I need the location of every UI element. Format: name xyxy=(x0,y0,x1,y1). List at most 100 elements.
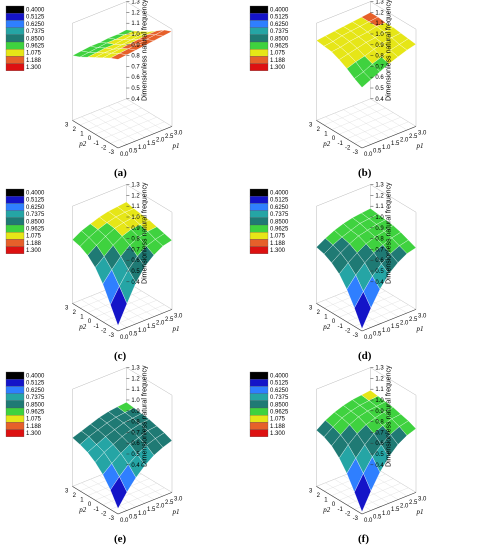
y-tick-label: -2 xyxy=(101,145,107,151)
y-axis-title: p2 xyxy=(322,506,331,514)
surface-plot: 0.4 0.5 0.6 0.7 0.8 0.9 1.0 1.1 1.2 1.3 Dimensionl… xyxy=(249,0,427,158)
legend-label: 0.6250 xyxy=(270,22,289,28)
surface-panel: 0.4 0.5 0.6 0.7 0.8 0.9 1.0 1.1 1.2 1.3 Dimensionl… xyxy=(244,0,488,183)
y-tick-label: 3 xyxy=(65,488,69,494)
legend-label: 0.6250 xyxy=(26,388,45,394)
z-tick-label: 0.5 xyxy=(375,269,384,275)
legend-label: 1.075 xyxy=(270,417,286,423)
x-tick-label: 3.0 xyxy=(418,496,427,502)
legend-label: 0.8500 xyxy=(26,402,45,408)
x-tick-label: 2.5 xyxy=(409,134,418,140)
z-axis-title: Dimensionless natural frequency xyxy=(141,0,148,101)
z-tick-label: 1.1 xyxy=(131,21,140,27)
legend-swatch xyxy=(249,239,269,247)
legend-swatch xyxy=(249,224,269,233)
legend-label: 1.300 xyxy=(270,65,286,71)
y-tick-label: 2 xyxy=(73,493,77,499)
y-tick-label: 3 xyxy=(65,122,69,128)
surface-plot: 0.4 0.5 0.6 0.7 0.8 0.9 1.0 1.1 1.2 1.3 Dimensionl… xyxy=(5,182,183,341)
y-tick-label: -3 xyxy=(109,150,115,156)
legend-swatch xyxy=(5,224,25,233)
y-tick-label: 0 xyxy=(332,136,336,142)
legend-swatch xyxy=(249,422,269,430)
legend-swatch xyxy=(249,27,269,35)
z-tick-label: 0.8 xyxy=(375,54,384,60)
x-tick-label: 1.5 xyxy=(147,141,156,147)
panel-label: (d) xyxy=(358,350,372,362)
legend-swatch xyxy=(5,13,25,21)
legend-swatch xyxy=(249,203,269,211)
legend-swatch xyxy=(249,13,269,21)
legend-label: 0.4000 xyxy=(26,191,45,197)
legend-label: 1.300 xyxy=(26,65,42,71)
y-tick-label: 3 xyxy=(309,305,313,311)
y-tick-label: 2 xyxy=(317,493,321,499)
z-tick-label: 1.2 xyxy=(375,376,384,382)
surface-plot: 0.4 0.5 0.6 0.7 0.8 0.9 1.0 1.1 1.2 1.3 Dimensionl… xyxy=(249,365,427,524)
z-tick-label: 0.6 xyxy=(375,441,384,447)
floor-gridline xyxy=(110,121,165,144)
floor-gridline xyxy=(102,483,157,505)
legend-swatch xyxy=(5,415,25,423)
legend-label: 0.8500 xyxy=(26,36,45,42)
z-tick-label: 0.8 xyxy=(131,54,140,60)
z-tick-label: 1.2 xyxy=(131,10,140,16)
legend-swatch xyxy=(249,429,269,437)
floor-gridline xyxy=(331,107,386,130)
z-tick-label: 0.6 xyxy=(375,258,384,264)
x-tick-label: 0.0 xyxy=(120,152,129,158)
legend-swatch xyxy=(5,407,25,416)
x-tick-label: 0.0 xyxy=(364,152,373,158)
legend-swatch xyxy=(249,188,269,197)
z-tick-label: 0.7 xyxy=(131,247,140,253)
x-tick-label: 0.5 xyxy=(129,331,138,337)
legend-swatch xyxy=(249,400,269,409)
x-tick-label: 2.0 xyxy=(156,504,165,510)
y-axis-title: p2 xyxy=(322,140,331,148)
floor-gridline xyxy=(72,98,127,121)
surface-plot: 0.4 0.5 0.6 0.7 0.8 0.9 1.0 1.1 1.2 1.3 Dimensionl… xyxy=(5,0,183,158)
y-tick-label: -1 xyxy=(93,324,99,330)
legend-swatch xyxy=(5,188,25,197)
legend-swatch xyxy=(249,407,269,416)
surface-cell xyxy=(399,420,417,436)
legend-label: 0.4000 xyxy=(270,374,289,380)
axis-box-edge xyxy=(72,1,127,24)
y-tick-label: 0 xyxy=(88,319,92,325)
legend-label: 0.4000 xyxy=(26,8,45,14)
x-tick-label: 1.0 xyxy=(138,328,147,334)
legend-label: 0.7375 xyxy=(270,29,289,35)
axis-line xyxy=(72,120,119,149)
z-tick-label: 0.9 xyxy=(131,43,140,49)
legend-swatch xyxy=(5,196,25,204)
legend-swatch xyxy=(5,422,25,430)
floor-gridline xyxy=(102,117,157,139)
surface-panel: 0.4 0.5 0.6 0.7 0.8 0.9 1.0 1.1 1.2 1.3 Dimensionl… xyxy=(0,0,244,183)
legend-swatch xyxy=(5,210,25,218)
y-axis-title: p2 xyxy=(78,140,87,148)
z-tick-label: 1.0 xyxy=(131,32,140,38)
x-tick-label: 3.0 xyxy=(174,313,183,319)
y-tick-label: 0 xyxy=(88,136,92,142)
x-tick-label: 3.0 xyxy=(174,130,183,136)
y-tick-label: 3 xyxy=(309,488,313,494)
z-tick-label: 1.3 xyxy=(131,0,140,6)
legend-swatch xyxy=(5,393,25,401)
legend-swatch xyxy=(249,371,269,380)
legend-swatch xyxy=(249,56,269,64)
z-tick-label: 0.5 xyxy=(131,86,140,92)
y-tick-label: 0 xyxy=(88,502,92,508)
legend-label: 1.188 xyxy=(26,241,42,247)
legend-swatch xyxy=(249,41,269,50)
y-tick-label: 3 xyxy=(65,305,69,311)
legend-swatch xyxy=(5,217,25,226)
legend-label: 1.075 xyxy=(26,234,42,240)
legend-swatch xyxy=(249,63,269,71)
axis-line xyxy=(316,120,363,149)
z-tick-label: 0.8 xyxy=(375,420,384,426)
y-tick-label: 0 xyxy=(332,319,336,325)
y-tick-label: -3 xyxy=(109,333,115,339)
y-tick-label: -3 xyxy=(353,333,359,339)
x-tick-label: 2.0 xyxy=(156,138,165,144)
y-tick-label: 1 xyxy=(80,132,84,138)
